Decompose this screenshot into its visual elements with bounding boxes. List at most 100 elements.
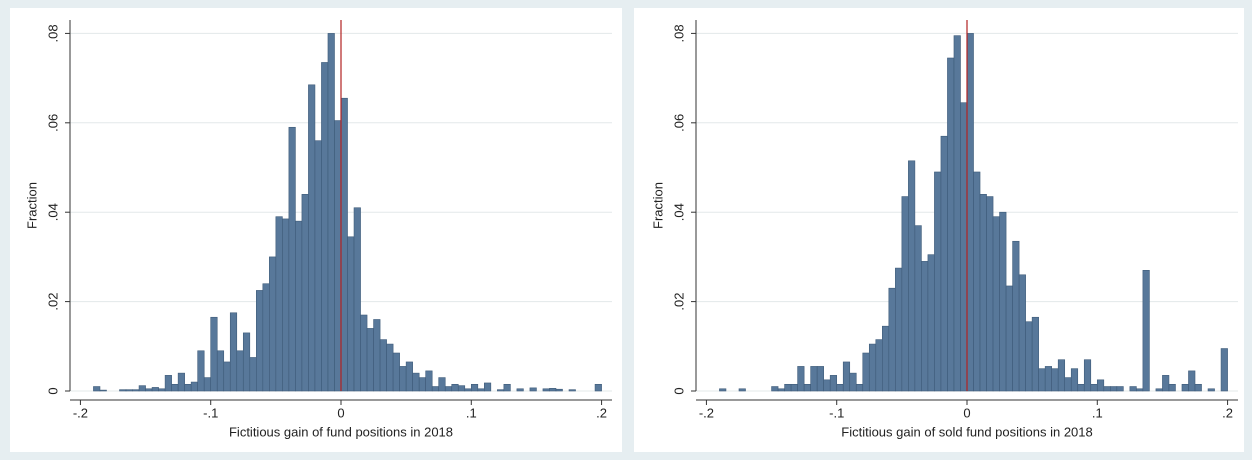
bar [360, 314, 368, 392]
bar [1155, 388, 1163, 392]
bar [921, 261, 929, 392]
bar [555, 388, 563, 392]
bar [901, 196, 909, 392]
bar [1077, 383, 1085, 392]
bar [895, 267, 903, 392]
bar [1018, 274, 1026, 392]
bar [842, 361, 851, 392]
bar [882, 325, 890, 392]
bar [373, 319, 381, 392]
y-tick-label: .04 [671, 203, 686, 221]
bar [1051, 368, 1059, 392]
bar [1220, 348, 1228, 392]
x-tick-label: -.1 [203, 405, 218, 420]
bar [849, 372, 857, 392]
bar [888, 287, 896, 392]
y-axis-title: Fraction [24, 182, 39, 229]
y-tick-label: 0 [45, 387, 60, 394]
bar [999, 211, 1007, 392]
bar [288, 126, 296, 392]
y-axis-title: Fraction [650, 182, 665, 229]
bar [366, 328, 374, 392]
bar [549, 388, 557, 392]
bar [1136, 388, 1144, 392]
bar [353, 207, 361, 392]
bar [953, 35, 961, 392]
bar [1044, 366, 1052, 392]
x-tick-label: -.1 [829, 405, 844, 420]
bar [914, 225, 922, 392]
bar [229, 312, 238, 392]
bar [431, 386, 440, 392]
bar [119, 389, 127, 392]
bar [242, 332, 251, 392]
y-tick-label: .06 [671, 114, 686, 132]
bar [868, 343, 877, 392]
bar [256, 290, 264, 392]
bar [875, 339, 883, 392]
bar [1090, 383, 1098, 392]
bar [1207, 388, 1215, 392]
bar [836, 383, 844, 392]
bar [979, 194, 987, 392]
bar [314, 140, 322, 392]
bar [973, 171, 981, 392]
bar [275, 216, 283, 392]
bar [301, 194, 309, 392]
bar [1116, 386, 1124, 392]
bar [177, 372, 185, 392]
bar [164, 375, 172, 392]
bar [940, 135, 948, 392]
bar [797, 366, 805, 392]
bar [203, 377, 212, 392]
bar [470, 383, 479, 392]
x-tick-label: .2 [596, 405, 607, 420]
bar [1005, 285, 1013, 392]
bar [334, 120, 342, 392]
bar [308, 84, 316, 392]
bar [347, 236, 355, 392]
bar [464, 388, 472, 392]
bar [784, 383, 792, 392]
bar [542, 388, 550, 392]
bar [855, 383, 864, 392]
bar [262, 283, 270, 392]
bar [529, 387, 537, 392]
bar [438, 377, 446, 392]
bar [790, 383, 798, 392]
bar [719, 388, 727, 392]
bar [803, 383, 811, 392]
y-tick-label: .02 [45, 293, 60, 311]
bar [444, 386, 453, 392]
bar [1110, 386, 1118, 392]
bar [171, 383, 179, 392]
bar [516, 388, 524, 392]
bar [125, 389, 133, 392]
bar [151, 387, 159, 392]
x-tick-label: 0 [337, 405, 344, 420]
bar [477, 388, 485, 392]
bar [816, 366, 824, 392]
bar [1012, 240, 1020, 392]
bar [738, 388, 746, 392]
bar [405, 361, 413, 392]
bar [327, 33, 335, 392]
bar [947, 57, 955, 392]
bar [594, 383, 602, 392]
bar [340, 97, 348, 392]
bar [1070, 368, 1079, 392]
bar [132, 389, 140, 392]
x-tick-label: .2 [1222, 405, 1233, 420]
bar [1083, 359, 1092, 392]
bar [1188, 370, 1196, 392]
bar [1129, 386, 1137, 392]
bar [295, 220, 303, 392]
x-tick-label: -.2 [73, 405, 88, 420]
bar [451, 383, 459, 392]
y-tick-label: .04 [45, 203, 60, 221]
bar [568, 389, 576, 392]
bar [771, 386, 779, 392]
bar [321, 62, 329, 392]
